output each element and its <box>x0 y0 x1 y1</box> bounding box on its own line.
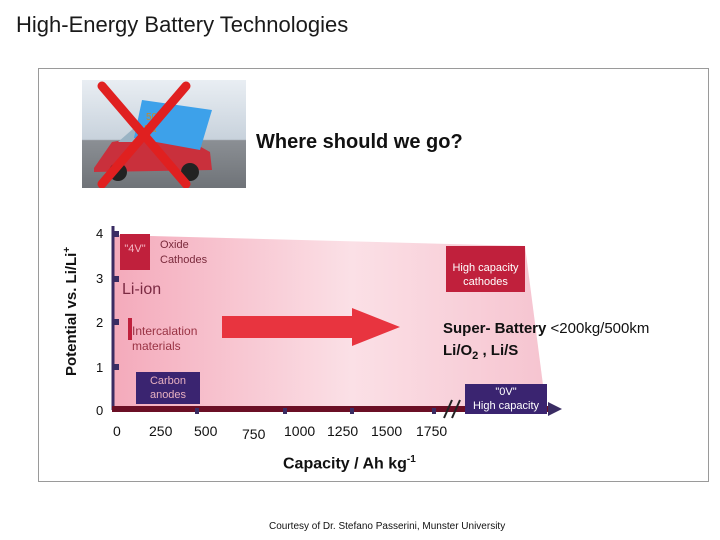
y-axis-label-text: Potential vs. Li/Li <box>63 252 80 376</box>
question-heading: Where should we go? <box>256 131 463 153</box>
y-tick-2: 2 <box>96 315 104 330</box>
x-axis-label-sup: -1 <box>406 454 416 465</box>
intercalation-label: Intercalation materials <box>132 324 198 353</box>
zero-v-box: "0V" High capacity <box>465 384 547 414</box>
li-ion-label: Li-ion <box>122 281 162 298</box>
four-v-box: "4V" <box>120 234 150 270</box>
zero-v-label: "0V" <box>495 386 517 398</box>
x-axis-label: Capacity / Ah kg-1 <box>283 454 416 473</box>
car-photo: 500 Ba <box>82 80 246 188</box>
slide-title: High-Energy Battery Technologies <box>16 12 349 37</box>
x-tick-1250: 1250 <box>327 423 359 439</box>
x-tick-1000: 1000 <box>284 423 316 439</box>
x-tick-1750: 1750 <box>416 423 448 439</box>
axis-break-right <box>451 399 461 419</box>
y-tick-3: 3 <box>96 271 104 286</box>
carbon-anodes-box: Carbon anodes <box>136 372 200 404</box>
y-tick-marks <box>113 231 119 370</box>
chart-frame <box>38 68 709 482</box>
direction-arrow <box>222 308 400 346</box>
super-battery-rest: <200kg/500km <box>546 320 650 337</box>
x-tick-250: 250 <box>149 423 173 439</box>
y-tick-4: 4 <box>96 226 104 241</box>
x-tick-1500: 1500 <box>371 423 403 439</box>
intercalation-marker <box>128 318 132 340</box>
x-tick-0: 0 <box>113 423 121 439</box>
x-axis-label-text: Capacity / Ah kg <box>283 455 407 473</box>
x-tick-500: 500 <box>194 423 218 439</box>
high-capacity-label: High capacity <box>472 400 540 412</box>
high-capacity-cathodes-box: High capacity cathodes <box>446 246 525 292</box>
li-o2-suffix: , Li/S <box>478 342 519 359</box>
y-tick-0: 0 <box>96 403 104 418</box>
y-axis-label: Potential vs. Li/Li+ <box>62 247 80 376</box>
x-tick-marks <box>195 408 436 414</box>
x-tick-750: 750 <box>242 426 266 442</box>
li-o2-sub: 2 <box>472 350 479 362</box>
car-photo-drawing: 500 Ba <box>94 81 212 188</box>
li-o2-prefix: Li/O <box>443 342 473 359</box>
x-axis-arrowhead <box>548 402 562 416</box>
axis-break-left <box>443 399 453 419</box>
x-axis <box>112 406 552 412</box>
super-battery-line: Super- Battery <200kg/500km <box>443 318 649 340</box>
credit-text: Courtesy of Dr. Stefano Passerini, Munst… <box>269 521 506 532</box>
oxide-cathodes-label: Oxide Cathodes <box>160 239 208 266</box>
li-o2-line: Li/O2 , Li/S <box>443 340 649 367</box>
y-tick-1: 1 <box>96 360 104 375</box>
y-axis-label-sup: + <box>62 246 73 253</box>
super-battery-text: Super- Battery <200kg/500km Li/O2 , Li/S <box>443 318 649 367</box>
super-battery-bold: Super- Battery <box>443 320 547 337</box>
